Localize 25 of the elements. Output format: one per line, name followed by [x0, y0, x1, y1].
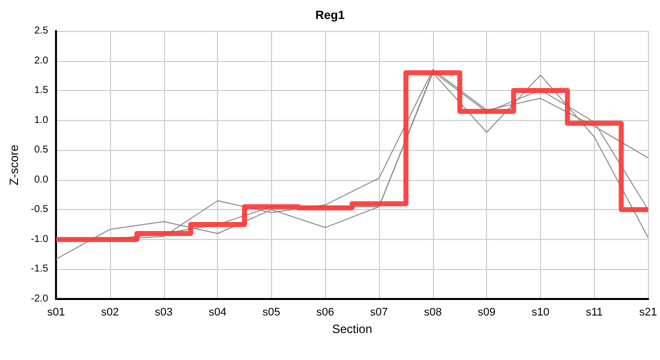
y-tick-label: -1.5	[30, 264, 49, 275]
x-tick-label: s04	[208, 306, 226, 318]
y-tick-label: 2.0	[34, 55, 49, 66]
y-tick-label: -2.0	[30, 294, 49, 304]
x-tick-label: s03	[154, 306, 173, 318]
x-tick-label: s01	[47, 306, 66, 318]
x-tick-label: s09	[478, 306, 496, 318]
x-axis-title: Section	[332, 322, 372, 336]
y-axis-title: Z-score	[7, 144, 21, 186]
y-tick-label: -0.5	[30, 204, 49, 216]
y-tick-label: 1.5	[34, 85, 49, 96]
y-tick-label: 0.0	[34, 174, 49, 186]
x-tick-label: s08	[424, 306, 442, 318]
x-tick-label: s02	[101, 306, 119, 318]
y-tick-label: 0.5	[34, 144, 49, 156]
x-tick-label: s21	[639, 306, 658, 318]
x-tick-label: s07	[370, 306, 388, 318]
y-tick-label: -1.0	[30, 234, 49, 245]
y-tick-label: 2.5	[34, 26, 49, 36]
x-tick-label: s11	[586, 306, 603, 318]
chart-title: Reg1	[315, 8, 345, 22]
x-tick-label: s10	[532, 306, 550, 318]
x-tick-label: s06	[316, 306, 334, 318]
y-tick-label: 1.0	[34, 114, 49, 126]
x-tick-label: s05	[262, 306, 280, 318]
